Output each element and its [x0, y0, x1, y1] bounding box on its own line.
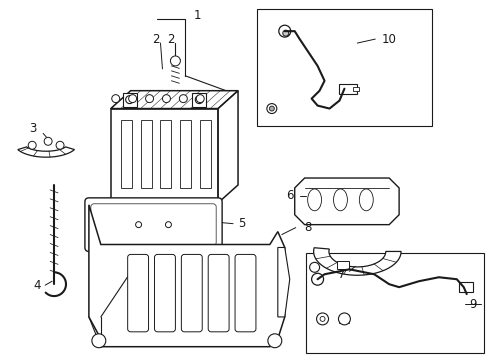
Circle shape: [165, 222, 171, 228]
Circle shape: [309, 262, 319, 272]
Polygon shape: [218, 91, 238, 203]
Bar: [180, 121, 191, 188]
Bar: [305, 253, 483, 353]
Text: 4: 4: [33, 279, 41, 292]
Text: 6: 6: [285, 189, 293, 202]
Text: 2: 2: [166, 33, 174, 46]
Circle shape: [195, 96, 203, 104]
Bar: [337, 261, 349, 269]
Circle shape: [44, 137, 52, 145]
Text: 10: 10: [381, 33, 396, 46]
Polygon shape: [18, 147, 74, 157]
Text: 5: 5: [238, 217, 245, 230]
Circle shape: [28, 141, 36, 149]
FancyBboxPatch shape: [235, 255, 255, 332]
FancyBboxPatch shape: [208, 255, 228, 332]
FancyBboxPatch shape: [181, 255, 202, 332]
Circle shape: [170, 56, 180, 66]
Bar: [160, 121, 171, 188]
Ellipse shape: [359, 189, 372, 211]
Circle shape: [338, 313, 350, 325]
Text: 3: 3: [29, 122, 37, 135]
Text: 8: 8: [304, 221, 311, 234]
Circle shape: [269, 106, 274, 111]
Text: 7: 7: [337, 268, 345, 281]
FancyBboxPatch shape: [85, 198, 222, 251]
Circle shape: [125, 96, 133, 104]
Ellipse shape: [307, 189, 321, 211]
Circle shape: [162, 95, 170, 103]
Circle shape: [278, 25, 290, 37]
Circle shape: [316, 313, 328, 325]
Bar: [200, 121, 211, 188]
Circle shape: [179, 95, 187, 103]
Circle shape: [196, 95, 204, 103]
Circle shape: [266, 104, 276, 113]
Bar: [122, 93, 136, 107]
Circle shape: [92, 334, 105, 348]
Ellipse shape: [333, 189, 346, 211]
Bar: [192, 93, 206, 107]
Polygon shape: [294, 178, 398, 225]
Circle shape: [56, 141, 64, 149]
Bar: [339, 315, 349, 323]
Bar: [141, 121, 151, 188]
Circle shape: [311, 273, 323, 285]
Circle shape: [112, 95, 120, 103]
Text: 1: 1: [193, 9, 201, 22]
Circle shape: [128, 95, 136, 103]
Text: 9: 9: [468, 297, 475, 311]
Bar: [353, 87, 359, 91]
Circle shape: [145, 95, 153, 103]
Bar: [458, 282, 472, 292]
Bar: [256, 9, 431, 126]
Circle shape: [267, 334, 281, 348]
Polygon shape: [111, 109, 218, 203]
FancyBboxPatch shape: [91, 204, 216, 246]
Polygon shape: [313, 248, 400, 275]
Circle shape: [282, 30, 288, 36]
FancyBboxPatch shape: [127, 255, 148, 332]
Text: 2: 2: [151, 33, 159, 46]
Circle shape: [135, 222, 142, 228]
Bar: [121, 121, 131, 188]
Polygon shape: [111, 91, 238, 109]
Bar: [339, 84, 357, 94]
Polygon shape: [89, 205, 284, 347]
FancyBboxPatch shape: [154, 255, 175, 332]
Circle shape: [320, 316, 325, 321]
Polygon shape: [277, 247, 289, 317]
